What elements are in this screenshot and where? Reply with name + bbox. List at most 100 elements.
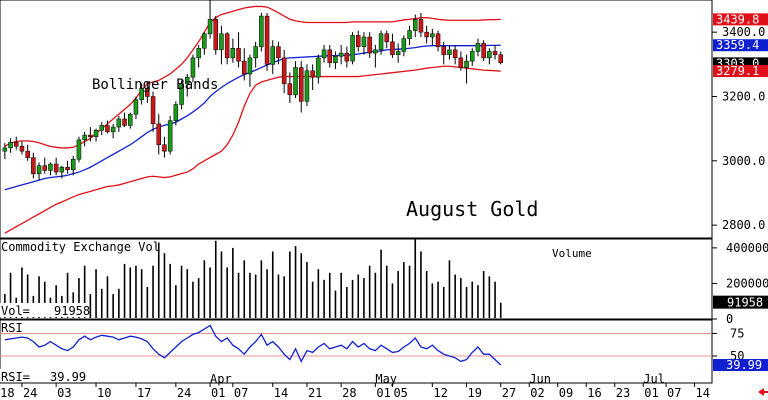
candle-up <box>93 130 99 137</box>
price-tag-label: 3439.8 <box>716 12 759 26</box>
candle-down <box>435 33 441 47</box>
candle-down <box>236 47 241 62</box>
x-axis-tick-label: 10 <box>97 386 111 400</box>
x-axis-month-label: Apr <box>210 372 232 386</box>
price-axis-tick-label: 3000.0 <box>722 154 765 168</box>
x-axis-tick-label: 23 <box>616 386 630 400</box>
candle-up <box>82 134 87 141</box>
candle-down <box>213 19 218 51</box>
candle-down <box>105 125 110 133</box>
candle-down <box>31 157 36 174</box>
x-axis-tick-label: 09 <box>559 386 573 400</box>
candle-up <box>350 35 355 62</box>
bollinger-bands-label: Bollinger Bands <box>92 77 218 93</box>
candle-up <box>378 33 384 51</box>
candle-up <box>333 56 338 63</box>
candle-up <box>413 19 418 31</box>
candle-down <box>299 67 304 102</box>
candle-up <box>76 139 82 160</box>
x-axis: 18 24 03 10 17 24 01 07 14 21 28 01 05 12 19 27 02 09 16 23… <box>0 372 710 400</box>
candle-up <box>247 57 253 75</box>
candle-up <box>179 83 184 105</box>
candle-up <box>202 33 207 49</box>
price-tag-label: 3279.1 <box>716 64 759 78</box>
candle-up <box>304 70 310 102</box>
candle-up <box>259 15 264 47</box>
volume-panel-title: Commodity Exchange Vol <box>1 240 160 254</box>
candle-up <box>71 158 76 171</box>
candle-up <box>116 118 122 128</box>
x-axis-tick-label: 05 <box>393 386 407 400</box>
rsi-axis-tick-label: 75 <box>730 327 744 341</box>
candle-down <box>356 35 361 47</box>
x-axis-tick-label: 14 <box>274 386 288 400</box>
candle-up <box>373 49 378 54</box>
candle-down <box>458 57 464 68</box>
middle-bollinger-band <box>4 44 501 191</box>
candle-up <box>430 33 435 38</box>
left-arrow-icon[interactable] <box>758 388 768 396</box>
rsi-panel-title: RSI <box>1 321 23 335</box>
x-axis-month-label: May <box>375 372 397 386</box>
candle-down <box>19 146 25 152</box>
x-axis-tick-label: 17 <box>137 386 151 400</box>
candle-down <box>481 43 486 59</box>
candle-down <box>492 51 498 55</box>
upper-bollinger-band <box>4 5 501 149</box>
candle-down <box>145 88 150 97</box>
price-tag-label: 3359.4 <box>716 38 759 52</box>
volume-last-label: 91958 <box>727 296 763 310</box>
x-axis-tick-label: 12 <box>433 386 447 400</box>
candle-down <box>224 33 230 59</box>
candle-up <box>253 46 258 59</box>
candle-down <box>390 41 395 55</box>
price-tag <box>713 39 768 52</box>
chart-title: August Gold <box>406 197 538 221</box>
x-axis-tick-label: 07 <box>667 386 681 400</box>
candle-down <box>264 15 270 65</box>
x-axis-tick-label: 19 <box>468 386 482 400</box>
volume-axis-tick-label: 0 <box>726 312 733 326</box>
candle-up <box>99 125 104 131</box>
candle-up <box>48 163 53 171</box>
price-axis-tick-label: 2800.0 <box>722 218 765 232</box>
candle-up <box>2 147 8 152</box>
candle-down <box>150 96 156 125</box>
x-axis-tick-label: 01 <box>376 386 390 400</box>
candle-down <box>25 150 30 158</box>
candle-up <box>293 67 298 96</box>
x-axis-tick-label: 28 <box>342 386 356 400</box>
candle-down <box>344 52 350 62</box>
candle-down <box>162 144 167 152</box>
candle-up <box>128 113 133 126</box>
price-tag <box>713 13 768 26</box>
rsi-line <box>4 324 502 366</box>
price-panel: 2800.03000.03200.03400.03439.83359.43303… <box>0 0 768 239</box>
candle-down <box>441 46 446 55</box>
candle-down <box>122 118 127 126</box>
candle-down <box>53 163 59 173</box>
candle-up <box>139 88 144 100</box>
candle-up <box>470 51 475 62</box>
candle-up <box>8 141 13 149</box>
x-axis-tick-label: 18 <box>0 386 14 400</box>
volume-last-tag <box>713 295 768 309</box>
candle-up <box>196 47 201 59</box>
candle-down <box>367 36 372 54</box>
candle-up <box>407 30 412 39</box>
volume-series-label: Volume <box>552 247 592 260</box>
x-axis-tick-label: 21 <box>308 386 322 400</box>
candle-down <box>281 57 287 84</box>
candle-down <box>14 141 19 147</box>
x-axis-month-label: Jul <box>643 372 665 386</box>
price-tag <box>713 65 768 78</box>
candle-down <box>327 49 332 63</box>
candle-up <box>475 43 481 52</box>
candle-down <box>276 46 281 59</box>
candle-up <box>316 57 321 78</box>
candle-up <box>270 46 275 65</box>
candle-up <box>59 166 65 173</box>
x-axis-tick-label: 16 <box>587 386 601 400</box>
